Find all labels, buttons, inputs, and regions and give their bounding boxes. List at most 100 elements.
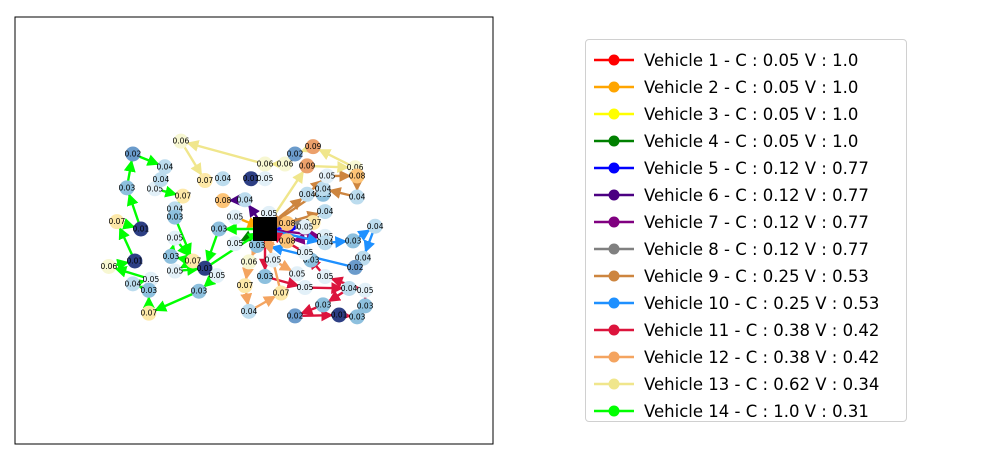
- node-demand-label: 0.02: [287, 149, 304, 158]
- customer-node: 0.04: [349, 189, 366, 205]
- legend-swatch: [594, 351, 634, 363]
- node-dot: [141, 305, 157, 321]
- customer-node: 0.01: [243, 171, 260, 187]
- node-dot: [319, 168, 335, 184]
- customer-node: 0.04: [215, 171, 232, 187]
- customer-node: 0.03: [191, 283, 208, 299]
- customer-node: 0.06: [241, 254, 258, 270]
- customer-node: 0.05: [289, 266, 306, 282]
- node-dot: [185, 253, 201, 269]
- customer-node: 0.07: [237, 278, 254, 294]
- route-edge-vehicle-10: [363, 232, 375, 253]
- node-demand-label: 0.03: [303, 256, 320, 265]
- node-dot: [237, 278, 253, 294]
- customer-node: 0.03: [349, 309, 366, 325]
- node-dot: [133, 221, 149, 237]
- route-edge-vehicle-14: [181, 263, 200, 276]
- legend-label: Vehicle 12 - C : 0.38 V : 0.42: [644, 347, 880, 367]
- node-dot: [331, 307, 347, 323]
- customer-node: 0.04: [317, 235, 334, 251]
- customer-node: 0.04: [341, 280, 358, 296]
- customer-node: 0.02: [347, 259, 364, 275]
- legend-label: Vehicle 4 - C : 0.05 V : 1.0: [644, 131, 859, 151]
- node-demand-label: 0.01: [243, 174, 260, 183]
- node-demand-label: 0.05: [143, 275, 160, 284]
- node-demand-label: 0.06: [277, 160, 294, 169]
- route-edge-vehicle-11: [311, 282, 344, 295]
- route-edge-vehicle-11: [271, 277, 300, 289]
- legend-entry: Vehicle 10 - C : 0.25 V : 0.53: [586, 290, 879, 316]
- customer-node: 0.06: [277, 156, 294, 172]
- customer-node: 0.08: [279, 233, 296, 249]
- node-dot: [109, 214, 125, 230]
- customer-node: 0.09: [299, 158, 316, 174]
- customer-node: 0.03: [167, 209, 183, 225]
- node-dot: [227, 236, 243, 252]
- node-dot: [173, 133, 189, 149]
- node-demand-label: 0.04: [167, 204, 184, 213]
- route-edge-vehicle-12: [278, 259, 293, 272]
- customer-node: 0.05: [297, 219, 314, 235]
- legend-swatch: [594, 405, 634, 417]
- node-dot: [349, 309, 365, 325]
- node-dot: [197, 260, 213, 276]
- node-demand-label: 0.04: [341, 284, 358, 293]
- route-edge-vehicle-13: [300, 141, 314, 153]
- legend-label: Vehicle 6 - C : 0.12 V : 0.77: [644, 185, 869, 205]
- node-demand-label: 0.03: [357, 301, 374, 310]
- node-dot: [287, 308, 303, 324]
- node-demand-label: 0.04: [241, 307, 258, 316]
- node-demand-label: 0.05: [265, 256, 282, 265]
- node-demand-label: 0.06: [173, 137, 190, 146]
- node-dot: [241, 254, 257, 270]
- route-edge-vehicle-12: [254, 295, 276, 309]
- node-dot: [125, 276, 141, 292]
- node-demand-label: 0.07: [273, 289, 290, 298]
- node-demand-label: 0.05: [297, 283, 314, 292]
- customer-node: 0.09: [305, 139, 322, 155]
- customer-node: 0.05: [167, 263, 183, 279]
- node-demand-label: 0.08: [279, 219, 296, 228]
- node-demand-label: 0.04: [315, 184, 332, 193]
- node-demand-label: 0.07: [140, 309, 157, 318]
- node-dot: [349, 189, 365, 205]
- legend-label: Vehicle 11 - C : 0.38 V : 0.42: [644, 320, 880, 340]
- legend-entry: Vehicle 13 - C : 0.62 V : 0.34: [586, 371, 879, 397]
- customer-node: 0.01: [197, 260, 214, 276]
- customer-node: 0.08: [279, 216, 296, 232]
- customer-node: 0.05: [317, 269, 334, 285]
- legend-swatch: [594, 81, 634, 93]
- node-dot: [367, 218, 383, 234]
- node-dot: [341, 280, 357, 296]
- legend-entry: Vehicle 12 - C : 0.38 V : 0.42: [586, 344, 879, 370]
- customer-node: 0.06: [257, 156, 274, 172]
- customer-node: 0.07: [273, 285, 290, 301]
- node-dot: [215, 171, 231, 187]
- legend-swatch: [594, 270, 634, 282]
- route-edge-vehicle-14: [126, 193, 140, 223]
- route-edge-vehicle-13: [318, 148, 350, 166]
- node-demand-label: 0.06: [241, 257, 258, 266]
- node-dot: [249, 237, 265, 253]
- customer-node: 0.01: [133, 221, 149, 237]
- customer-node: 0.01: [331, 307, 348, 323]
- node-demand-label: 0.02: [287, 311, 304, 320]
- node-dot: [297, 280, 313, 296]
- node-dot: [209, 268, 225, 284]
- node-dot: [211, 221, 227, 237]
- route-edge-vehicle-14: [123, 159, 136, 182]
- legend-label: Vehicle 14 - C : 1.0 V : 0.31: [644, 401, 869, 421]
- customer-node: 0.05: [297, 245, 314, 261]
- node-dot: [191, 283, 207, 299]
- node-dot: [357, 282, 373, 298]
- route-edge-vehicle-14: [205, 235, 218, 263]
- customer-node: 0.05: [265, 252, 282, 268]
- node-dot: [167, 209, 183, 225]
- node-dot: [279, 216, 295, 232]
- node-demand-label: 0.04: [153, 175, 170, 184]
- node-dot: [257, 171, 273, 187]
- node-demand-label: 0.05: [357, 286, 374, 295]
- customer-node: 0.01: [127, 253, 143, 269]
- route-edge-vehicle-14: [179, 257, 194, 269]
- node-demand-label: 0.05: [297, 248, 314, 257]
